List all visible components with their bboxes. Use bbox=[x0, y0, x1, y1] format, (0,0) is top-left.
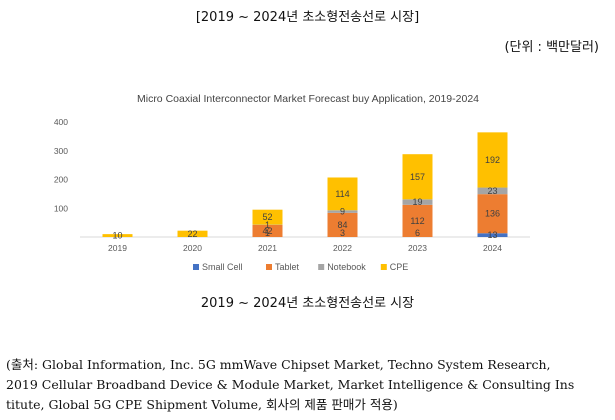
bar-segment-tablet bbox=[327, 212, 358, 237]
bar-segment-cpe bbox=[327, 177, 358, 211]
legend-swatch bbox=[318, 264, 325, 270]
y-tick-label: 300 bbox=[54, 146, 68, 156]
chart-title: Micro Coaxial Interconnector Market Fore… bbox=[137, 93, 479, 105]
x-tick-label: 2024 bbox=[483, 243, 502, 253]
data-label: 10 bbox=[112, 231, 122, 241]
stacked-bar-chart: Micro Coaxial Interconnector Market Fore… bbox=[54, 93, 530, 272]
legend-label: Notebook bbox=[327, 262, 366, 272]
y-tick-label: 200 bbox=[54, 175, 68, 185]
bar-segment-cpe bbox=[177, 230, 208, 237]
bar-segment-cpe bbox=[477, 132, 508, 188]
bar-segment-notebook bbox=[327, 210, 358, 213]
data-label: 23 bbox=[487, 186, 497, 196]
legend-swatch bbox=[380, 264, 387, 270]
data-label: 13 bbox=[487, 230, 497, 240]
data-label: 6 bbox=[415, 228, 420, 238]
data-label: 22 bbox=[187, 229, 197, 239]
data-label: 114 bbox=[335, 189, 349, 199]
data-label: 19 bbox=[412, 197, 422, 207]
bar-segment-tablet bbox=[402, 204, 433, 237]
bar-segment-tablet bbox=[477, 194, 508, 234]
data-label: 9 bbox=[340, 207, 345, 217]
bar-segment-notebook bbox=[477, 187, 508, 195]
source-line-3: titute, Global 5G CPE Shipment Volume, 회… bbox=[6, 397, 398, 412]
data-label: 136 bbox=[485, 209, 500, 219]
data-label: 157 bbox=[410, 172, 425, 182]
data-label: 192 bbox=[485, 155, 500, 165]
bar-segment-small-cell bbox=[477, 233, 508, 237]
bar-segment-notebook bbox=[402, 199, 433, 205]
data-label: 1 bbox=[265, 220, 270, 230]
legend-label: CPE bbox=[390, 262, 409, 272]
source-citation: (출처: Global Information, Inc. 5G mmWave … bbox=[6, 355, 611, 415]
x-tick-label: 2021 bbox=[258, 243, 277, 253]
legend-swatch bbox=[266, 264, 272, 270]
x-tick-label: 2022 bbox=[333, 243, 352, 253]
bar-segment-cpe bbox=[102, 234, 133, 237]
source-line-2: 2019 Cellular Broadband Device & Module … bbox=[6, 377, 575, 392]
source-line-1: (출처: Global Information, Inc. 5G mmWave … bbox=[6, 357, 551, 372]
bar-segment-tablet bbox=[252, 224, 283, 237]
data-label: 112 bbox=[410, 216, 424, 226]
x-tick-label: 2023 bbox=[408, 243, 427, 253]
bar-segment-cpe bbox=[402, 154, 433, 200]
legend-label: Tablet bbox=[275, 262, 300, 272]
bar-segment-cpe bbox=[252, 209, 283, 225]
data-label: 52 bbox=[262, 212, 272, 222]
page-title: [2019 ~ 2024년 초소형전송선로 시장] bbox=[195, 10, 420, 25]
figure-caption: 2019 ~ 2024년 초소형전송선로 시장 bbox=[200, 296, 415, 311]
x-tick-label: 2019 bbox=[108, 243, 127, 253]
data-label: 84 bbox=[337, 220, 347, 230]
data-label: 3 bbox=[340, 228, 345, 238]
data-label: 42 bbox=[262, 226, 272, 236]
data-label: 1 bbox=[265, 228, 270, 238]
y-tick-label: 400 bbox=[54, 117, 68, 127]
legend-swatch bbox=[193, 264, 199, 270]
legend-label: Small Cell bbox=[202, 262, 243, 272]
y-tick-label: 100 bbox=[54, 203, 68, 213]
x-tick-label: 2020 bbox=[183, 243, 202, 253]
unit-label: (단위 : 백만달러) bbox=[504, 40, 599, 55]
